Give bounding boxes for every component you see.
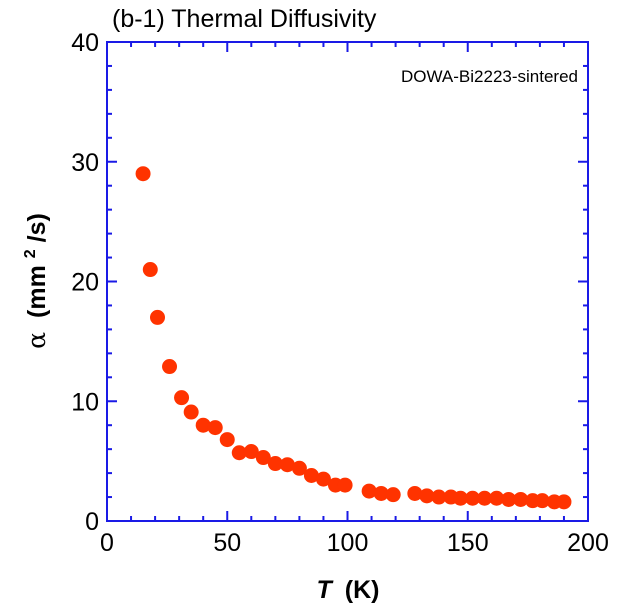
- data-point: [195, 417, 211, 433]
- x-tick-label: 200: [567, 529, 609, 557]
- x-tick-label: 50: [213, 529, 241, 557]
- data-point: [135, 166, 151, 182]
- x-axis-unit: (K): [345, 576, 380, 604]
- data-points: [135, 166, 572, 510]
- y-tick-label: 20: [71, 269, 99, 297]
- data-point: [162, 359, 178, 375]
- data-point: [337, 477, 353, 493]
- data-point: [219, 432, 235, 448]
- data-point: [255, 450, 271, 466]
- data-point: [183, 404, 199, 420]
- data-point: [431, 489, 447, 505]
- y-tick-label: 30: [71, 149, 99, 177]
- x-tick-labels: 0 50 100 150 200: [100, 529, 609, 557]
- data-point: [142, 262, 158, 278]
- data-point: [150, 309, 166, 325]
- data-point: [477, 490, 493, 506]
- data-point: [513, 491, 529, 507]
- data-point: [373, 485, 389, 501]
- data-point: [279, 457, 295, 473]
- data-point: [556, 494, 572, 510]
- y-tick-labels: 0 10 20 30 40: [71, 29, 99, 536]
- y-axis-label: α (mm 2 /s): [13, 213, 51, 349]
- data-point: [534, 493, 550, 509]
- data-point: [407, 485, 423, 501]
- data-point: [361, 483, 377, 499]
- x-tick-label: 100: [327, 529, 369, 557]
- y-tick-label: 40: [71, 29, 99, 57]
- x-axis-label: T (K): [317, 576, 380, 604]
- sample-annotation: DOWA-Bi2223-sintered: [401, 67, 578, 86]
- data-point: [267, 456, 283, 472]
- data-point: [419, 488, 435, 504]
- chart-title: (b-1) Thermal Diffusivity: [112, 5, 377, 33]
- data-point: [465, 490, 481, 506]
- data-point: [315, 471, 331, 487]
- y-axis-symbol: α: [22, 332, 51, 349]
- y-axis-unit-sup: 2: [22, 249, 39, 258]
- data-point: [385, 487, 401, 503]
- data-point: [453, 490, 469, 506]
- y-tick-label: 0: [85, 508, 99, 536]
- data-point: [174, 390, 190, 406]
- data-point: [207, 420, 223, 436]
- y-axis-unit-close: /s): [23, 213, 51, 242]
- y-tick-label: 10: [71, 388, 99, 416]
- x-axis-symbol: T: [317, 576, 335, 604]
- data-point: [243, 444, 259, 460]
- plot-frame: [106, 41, 589, 522]
- y-axis-unit-open: (mm: [23, 265, 51, 318]
- data-point: [501, 491, 517, 507]
- axis-ticks: [106, 41, 589, 522]
- x-tick-label: 0: [100, 529, 114, 557]
- data-point: [231, 445, 247, 461]
- data-point: [489, 490, 505, 506]
- data-point: [291, 460, 307, 476]
- data-point: [303, 467, 319, 483]
- x-tick-label: 150: [447, 529, 489, 557]
